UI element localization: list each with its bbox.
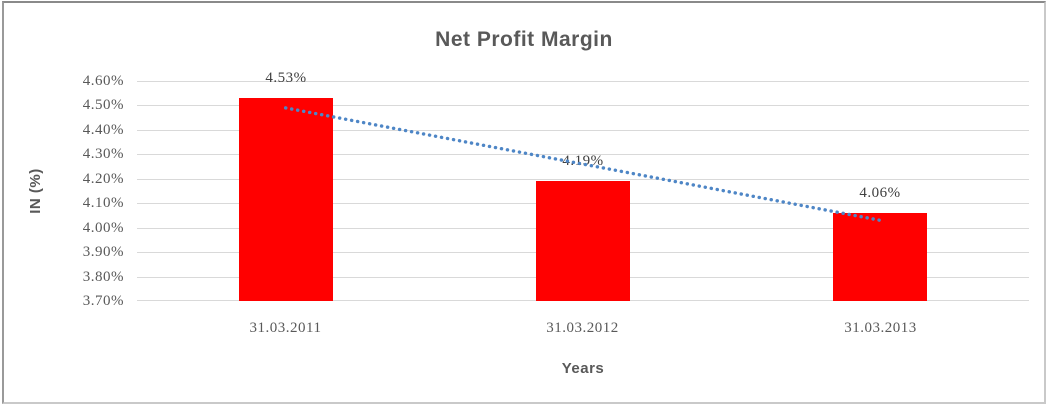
y-axis-tick-label: 4.50% bbox=[82, 97, 124, 113]
y-axis-tick-label: 4.60% bbox=[82, 73, 124, 89]
plot-area: 4.53% 4.19% 4.06% bbox=[137, 70, 1029, 301]
bar-31.03.2011 bbox=[239, 98, 333, 301]
y-axis-tick-label: 4.30% bbox=[82, 146, 124, 162]
gridline bbox=[137, 105, 1029, 106]
x-axis-tick-label: 31.03.2012 bbox=[546, 320, 619, 336]
x-axis-tick-label: 31.03.2013 bbox=[844, 320, 917, 336]
bar-data-label: 4.53% bbox=[265, 70, 307, 86]
chart-title: Net Profit Margin bbox=[435, 28, 613, 51]
bar-31.03.2012 bbox=[536, 181, 630, 301]
y-axis-tick-label: 3.90% bbox=[82, 244, 124, 260]
gridline bbox=[137, 81, 1029, 82]
y-axis-tick-label: 3.80% bbox=[82, 269, 124, 285]
y-axis-tick-label: 3.70% bbox=[82, 293, 124, 309]
y-axis-tick-label: 4.00% bbox=[82, 220, 124, 236]
y-axis-tick-label: 4.20% bbox=[82, 171, 124, 187]
bar-31.03.2013 bbox=[833, 213, 927, 301]
x-axis-title: Years bbox=[561, 360, 605, 377]
bar-data-label: 4.06% bbox=[859, 185, 901, 201]
x-axis-tick-label: 31.03.2011 bbox=[249, 320, 322, 336]
y-axis-tick-label: 4.10% bbox=[82, 195, 124, 211]
y-axis-tick-label: 4.40% bbox=[82, 122, 124, 138]
bar-data-label: 4.19% bbox=[562, 153, 604, 169]
